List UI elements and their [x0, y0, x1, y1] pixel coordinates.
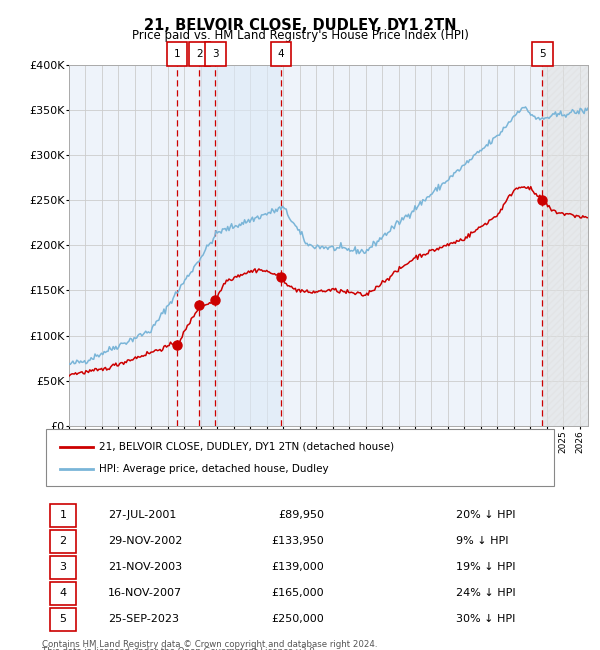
Text: 1: 1	[174, 49, 181, 59]
Text: £89,950: £89,950	[278, 510, 324, 521]
Text: £165,000: £165,000	[271, 588, 324, 599]
Text: 4: 4	[278, 49, 284, 59]
Text: 21, BELVOIR CLOSE, DUDLEY, DY1 2TN (detached house): 21, BELVOIR CLOSE, DUDLEY, DY1 2TN (deta…	[99, 442, 394, 452]
Text: 21-NOV-2003: 21-NOV-2003	[108, 562, 182, 573]
Text: 9% ↓ HPI: 9% ↓ HPI	[456, 536, 509, 547]
Text: £139,000: £139,000	[271, 562, 324, 573]
Text: 3: 3	[59, 562, 67, 573]
Text: 20% ↓ HPI: 20% ↓ HPI	[456, 510, 515, 521]
Bar	[542, 65, 588, 426]
Text: 30% ↓ HPI: 30% ↓ HPI	[456, 614, 515, 625]
Text: HPI: Average price, detached house, Dudley: HPI: Average price, detached house, Dudl…	[99, 464, 329, 474]
Text: This data is licensed under the Open Government Licence v3.0.: This data is licensed under the Open Gov…	[42, 647, 317, 650]
Text: 2: 2	[196, 49, 203, 59]
Text: 4: 4	[59, 588, 67, 599]
Bar	[199, 65, 215, 426]
Text: 19% ↓ HPI: 19% ↓ HPI	[456, 562, 515, 573]
Text: 21, BELVOIR CLOSE, DUDLEY, DY1 2TN: 21, BELVOIR CLOSE, DUDLEY, DY1 2TN	[144, 18, 456, 32]
Text: 29-NOV-2002: 29-NOV-2002	[108, 536, 182, 547]
Text: 5: 5	[539, 49, 545, 59]
Bar	[215, 65, 281, 426]
Text: 25-SEP-2023: 25-SEP-2023	[108, 614, 179, 625]
Text: 3: 3	[212, 49, 219, 59]
Text: Price paid vs. HM Land Registry's House Price Index (HPI): Price paid vs. HM Land Registry's House …	[131, 29, 469, 42]
Text: 5: 5	[59, 614, 67, 625]
Text: 27-JUL-2001: 27-JUL-2001	[108, 510, 176, 521]
Text: 24% ↓ HPI: 24% ↓ HPI	[456, 588, 515, 599]
Text: 2: 2	[59, 536, 67, 547]
Text: £133,950: £133,950	[271, 536, 324, 547]
Text: £250,000: £250,000	[271, 614, 324, 625]
Text: 16-NOV-2007: 16-NOV-2007	[108, 588, 182, 599]
Text: Contains HM Land Registry data © Crown copyright and database right 2024.: Contains HM Land Registry data © Crown c…	[42, 640, 377, 649]
Text: 1: 1	[59, 510, 67, 521]
